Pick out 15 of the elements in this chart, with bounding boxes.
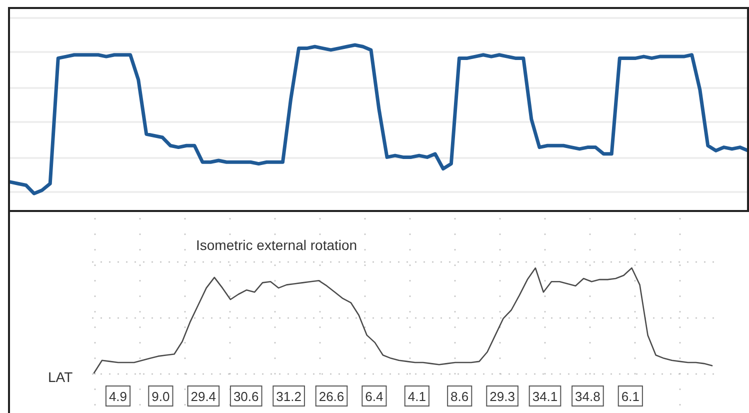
chart-title: Isometric external rotation <box>196 237 358 253</box>
text: 29.3 <box>490 389 515 404</box>
text: 29.4 <box>190 389 216 404</box>
text: 6.1 <box>621 389 640 404</box>
text: 8.6 <box>450 389 469 404</box>
text: 4.1 <box>408 389 426 404</box>
y-axis-title: LAT <box>48 369 74 385</box>
text: 26.6 <box>318 389 344 404</box>
text: 9.0 <box>152 389 170 404</box>
text: 34.1 <box>532 389 558 404</box>
text: 30.6 <box>233 389 259 404</box>
text: 34.8 <box>575 389 600 404</box>
text: 4.9 <box>108 389 128 404</box>
text: 31.2 <box>276 389 302 404</box>
text: 6.4 <box>365 389 384 404</box>
